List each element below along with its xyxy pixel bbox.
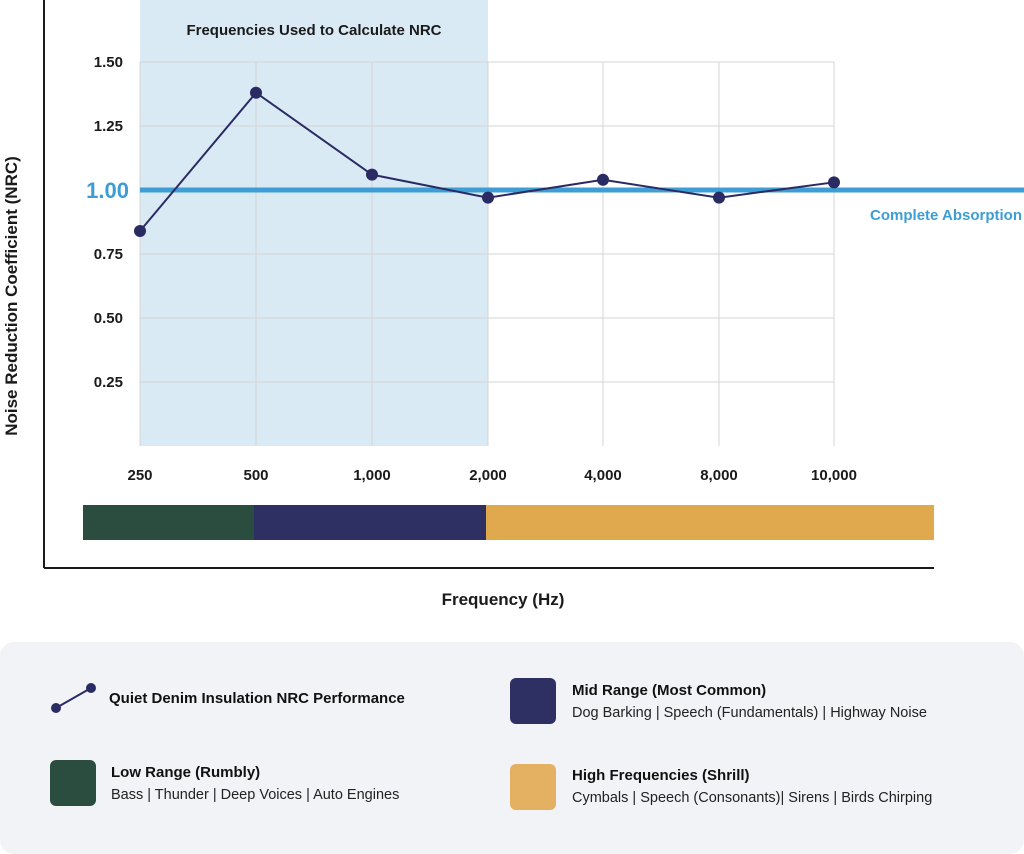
mid-range-title: Mid Range (Most Common) <box>572 682 767 699</box>
low-range-swatch <box>50 760 96 806</box>
y-tick-label: 0.25 <box>94 374 123 391</box>
legend-line-label: Quiet Denim Insulation NRC Performance <box>109 690 405 707</box>
y-tick-label: 1.25 <box>94 118 123 135</box>
x-tick-label: 8,000 <box>700 467 738 484</box>
y-tick-label: 1.50 <box>94 54 123 71</box>
low-range-title: Low Range (Rumbly) <box>111 764 261 781</box>
nrc-frequency-highlight <box>140 0 488 446</box>
high-freq-swatch <box>510 764 556 810</box>
high-freq-title: High Frequencies (Shrill) <box>572 767 750 784</box>
data-point <box>713 191 725 204</box>
x-tick-label: 4,000 <box>584 467 622 484</box>
legend-item-line: Quiet Denim Insulation NRC Performance <box>48 680 468 720</box>
frequency-bands <box>83 505 934 540</box>
line-marker-icon <box>51 683 96 713</box>
legend-item-high: High Frequencies (Shrill) Cymbals | Spee… <box>572 767 932 806</box>
x-tick-label: 500 <box>243 467 268 484</box>
data-point <box>597 173 609 186</box>
mid-range-swatch <box>510 678 556 724</box>
x-tick-label: 10,000 <box>811 467 857 484</box>
x-tick-labels: 250 500 1,000 2,000 4,000 8,000 10,000 <box>127 467 856 484</box>
series-points <box>134 86 840 237</box>
low-range-desc: Bass | Thunder | Deep Voices | Auto Engi… <box>111 787 400 803</box>
x-tick-label: 250 <box>127 467 152 484</box>
legend-panel: Quiet Denim Insulation NRC Performance M… <box>0 642 1024 854</box>
x-axis-label: Frequency (Hz) <box>442 590 565 609</box>
band-low-range <box>83 505 254 540</box>
legend-item-low: Low Range (Rumbly) Bass | Thunder | Deep… <box>111 764 399 803</box>
data-point <box>366 168 378 181</box>
band-mid-range <box>254 505 486 540</box>
x-tick-label: 1,000 <box>353 467 391 484</box>
data-point <box>482 191 494 204</box>
complete-absorption-label: Complete Absorption <box>870 207 1022 224</box>
y-tick-label: 1.00 <box>86 178 129 203</box>
nrc-chart: Frequencies Used to Calculate NRC Comple… <box>2 0 1024 609</box>
y-axis-label: Noise Reduction Coefficient (NRC) <box>2 156 21 436</box>
legend-item-mid: Mid Range (Most Common) Dog Barking | Sp… <box>572 682 927 721</box>
highlight-label: Frequencies Used to Calculate NRC <box>186 22 441 39</box>
grid <box>139 61 835 446</box>
data-point <box>250 86 262 99</box>
band-high-frequencies <box>486 505 934 540</box>
data-point <box>828 176 840 189</box>
data-point <box>134 224 146 237</box>
high-freq-desc: Cymbals | Speech (Consonants)| Sirens | … <box>572 790 933 806</box>
y-tick-label: 0.75 <box>94 246 123 263</box>
x-tick-label: 2,000 <box>469 467 507 484</box>
y-tick-labels: 0.25 0.50 0.75 1.00 1.25 1.50 <box>86 54 129 391</box>
y-tick-label: 0.50 <box>94 310 123 327</box>
mid-range-desc: Dog Barking | Speech (Fundamentals) | Hi… <box>572 705 927 721</box>
